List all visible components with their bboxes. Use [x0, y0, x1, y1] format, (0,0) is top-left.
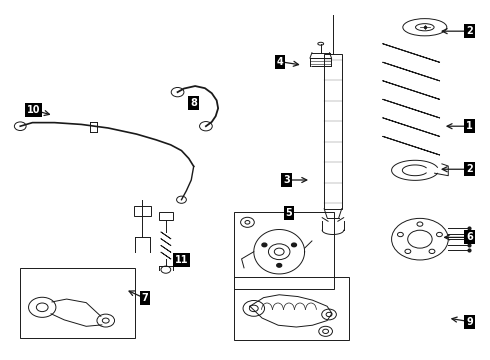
Bar — [234, 277, 349, 339]
Text: 5: 5 — [286, 208, 293, 218]
Text: 4: 4 — [277, 57, 284, 67]
Text: 6: 6 — [466, 232, 473, 242]
Text: 2: 2 — [466, 164, 473, 174]
Text: 10: 10 — [26, 105, 40, 115]
Text: 7: 7 — [142, 293, 148, 303]
Circle shape — [262, 243, 267, 247]
Circle shape — [292, 243, 296, 247]
Bar — [159, 212, 173, 220]
Bar — [134, 206, 151, 216]
Text: 2: 2 — [466, 26, 473, 36]
Bar — [234, 212, 334, 289]
Text: 1: 1 — [466, 121, 473, 131]
Text: 8: 8 — [190, 98, 197, 108]
Text: 9: 9 — [466, 317, 473, 327]
Text: 11: 11 — [175, 255, 188, 265]
Text: 3: 3 — [283, 175, 290, 185]
Bar — [324, 54, 342, 209]
Bar — [20, 268, 135, 338]
Circle shape — [277, 264, 282, 267]
